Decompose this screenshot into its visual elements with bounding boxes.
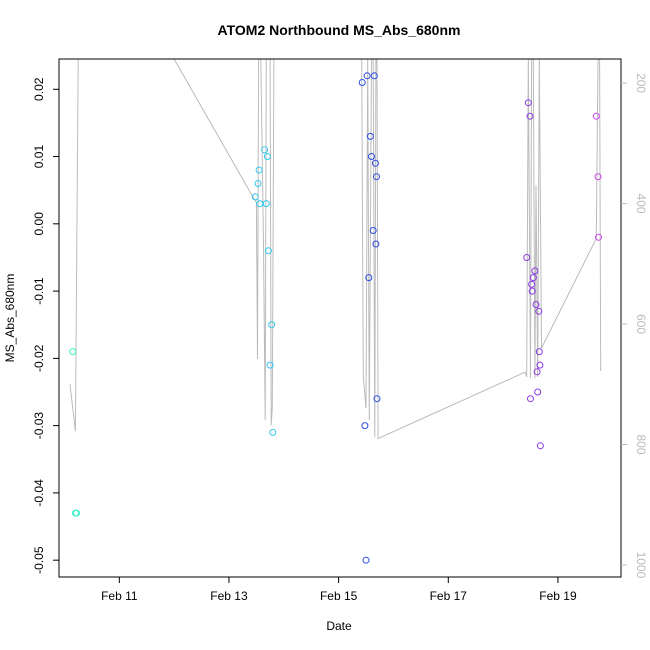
x-axis: Feb 11 Feb 13 Feb 15 Feb 17 Feb 19	[101, 577, 577, 603]
y-axis-label: MS_Abs_680nm	[3, 274, 17, 363]
data-point	[536, 442, 544, 450]
data-point	[535, 307, 543, 315]
data-point	[254, 180, 262, 187]
y2-tick-label: 400	[634, 194, 648, 214]
y-tick-label: -0.03	[32, 412, 46, 440]
data-point	[251, 193, 259, 201]
data-point	[371, 159, 379, 167]
data-point	[369, 227, 377, 234]
plot-frame	[58, 58, 622, 578]
data-point	[256, 200, 264, 208]
data-point	[73, 509, 80, 517]
data-point	[373, 395, 381, 403]
secondary-line	[69, 59, 602, 440]
data-point	[527, 395, 534, 403]
data-point	[528, 287, 536, 295]
plot-area	[69, 59, 602, 564]
data-point	[255, 166, 263, 174]
data-point	[69, 348, 77, 356]
data-point	[532, 301, 540, 308]
data-point	[592, 112, 600, 120]
data-point	[264, 247, 272, 255]
data-point	[595, 233, 602, 241]
y-tick-label: -0.01	[32, 277, 46, 305]
x-tick-label: Feb 15	[320, 589, 358, 603]
y-tick-label: 0.00	[32, 212, 46, 236]
y-tick-label: 0.01	[32, 145, 46, 169]
data-point	[533, 368, 541, 376]
data-point	[370, 72, 378, 80]
y2-tick-label: 1000	[634, 552, 648, 579]
data-point	[269, 428, 277, 436]
data-point	[366, 132, 374, 140]
data-point	[266, 361, 274, 369]
y2-tick-label: 800	[634, 434, 648, 454]
data-point	[261, 146, 269, 154]
data-point	[534, 388, 542, 396]
x-axis-label: Date	[326, 619, 352, 633]
x-tick-label: Feb 11	[101, 589, 138, 603]
data-point	[361, 422, 369, 430]
data-point	[263, 153, 271, 160]
data-point	[373, 173, 380, 181]
data-point	[529, 274, 537, 282]
data-point	[372, 240, 380, 248]
data-point	[536, 361, 544, 369]
y2-tick-label: 200	[634, 73, 648, 93]
y-tick-label: -0.02	[32, 344, 46, 372]
x-tick-label: Feb 17	[430, 589, 468, 603]
data-point	[524, 99, 532, 107]
y-tick-label: 0.02	[32, 77, 46, 101]
y-axis: 0.02 0.01 0.00 -0.01 -0.02 -0.03 -0.04 -0.05	[32, 77, 59, 574]
y2-axis: 200 400 600 800 1000	[621, 73, 648, 579]
data-point	[363, 72, 371, 80]
data-point	[523, 254, 531, 261]
data-point	[362, 556, 370, 564]
data-point	[358, 79, 366, 86]
data-point	[594, 173, 602, 181]
data-point	[365, 274, 373, 282]
y-tick-label: -0.04	[32, 479, 46, 507]
data-point	[528, 280, 536, 288]
x-tick-label: Feb 19	[539, 589, 577, 603]
y2-tick-label: 600	[634, 314, 648, 334]
x-tick-label: Feb 13	[210, 589, 248, 603]
data-point	[535, 348, 543, 356]
data-point	[262, 200, 270, 208]
data-point	[368, 153, 375, 160]
chart-title: ATOM2 Northbound MS_Abs_680nm	[218, 22, 461, 38]
data-point	[531, 267, 539, 275]
y-tick-label: -0.05	[32, 546, 46, 574]
data-point	[526, 112, 534, 120]
data-point	[268, 321, 276, 329]
